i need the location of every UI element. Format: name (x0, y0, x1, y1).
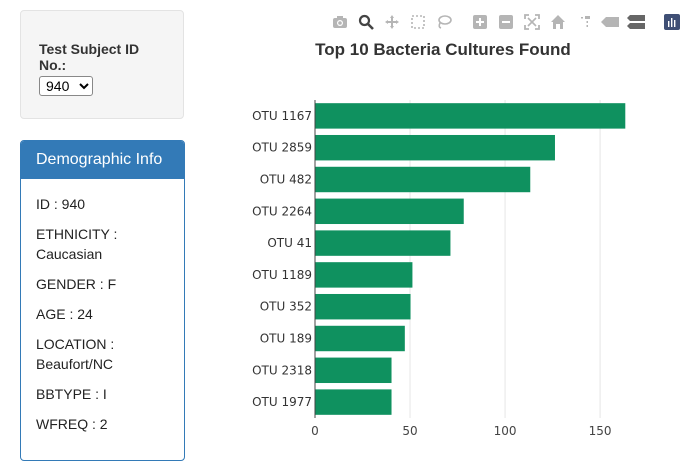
subject-id-select[interactable]: 940 (39, 76, 93, 96)
x-tick-label: 50 (402, 424, 417, 438)
spike-lines-icon[interactable] (574, 13, 593, 31)
demographic-age: AGE : 24 (36, 306, 93, 322)
zoom-out-icon[interactable] (496, 13, 515, 31)
bar-chart-svg: Top 10 Bacteria Cultures Found OTU 1167O… (252, 40, 626, 438)
bar-otu-41[interactable] (315, 230, 451, 256)
autoscale-icon[interactable] (522, 13, 541, 31)
hover-compare-icon[interactable] (626, 13, 645, 31)
bar-otu-1977[interactable] (315, 389, 392, 415)
bar-otu-2264[interactable] (315, 198, 464, 225)
y-tick-label: OTU 2859 (252, 141, 312, 155)
bar-otu-482[interactable] (315, 166, 531, 193)
y-tick-label: OTU 2318 (252, 363, 312, 377)
chart-title: Top 10 Bacteria Cultures Found (315, 40, 571, 59)
pan-icon[interactable] (382, 13, 401, 31)
y-tick-label: OTU 482 (260, 173, 312, 187)
y-tick-label: OTU 1189 (252, 268, 312, 282)
bar-otu-2859[interactable] (315, 134, 555, 161)
demographic-gender: GENDER : F (36, 276, 117, 292)
bar-otu-352[interactable] (315, 293, 411, 320)
demographic-info-panel: Demographic Info ID : 940 ETHNICITY : Ca… (20, 140, 185, 461)
plot-modebar (330, 12, 687, 32)
bar-otu-1167[interactable] (315, 103, 626, 129)
y-tick-label: OTU 1977 (252, 395, 312, 409)
demographic-info-title: Demographic Info (21, 141, 184, 179)
bar-otu-2318[interactable] (315, 357, 392, 384)
zoom-icon[interactable] (356, 13, 375, 31)
demographic-info-body: ID : 940 ETHNICITY : Caucasian GENDER : … (21, 179, 184, 434)
chart-bars (315, 103, 626, 415)
x-tick-label: 150 (589, 424, 612, 438)
demographic-bbtype: BBTYPE : I (36, 386, 107, 402)
bar-otu-1189[interactable] (315, 262, 413, 288)
bar-otu-189[interactable] (315, 325, 405, 352)
demographic-wfreq: WFREQ : 2 (36, 416, 108, 432)
lasso-select-icon[interactable] (434, 13, 453, 31)
chart-y-tick-labels: OTU 1167 OTU 2859 OTU 482 OTU 2264 OTU 41 OTU… (252, 109, 312, 409)
y-tick-label: OTU 352 (260, 300, 312, 314)
plotly-logo-icon[interactable] (662, 13, 681, 31)
hover-closest-icon[interactable] (600, 13, 619, 31)
box-select-icon[interactable] (408, 13, 427, 31)
zoom-in-icon[interactable] (470, 13, 489, 31)
y-tick-label: OTU 189 (260, 332, 312, 346)
subject-selector-well: Test Subject ID No.: 940 (20, 10, 184, 119)
x-tick-label: 100 (494, 424, 517, 438)
x-tick-label: 0 (311, 424, 319, 438)
reset-axes-icon[interactable] (548, 13, 567, 31)
subject-selector-label: Test Subject ID No.: (39, 41, 140, 73)
y-tick-label: OTU 2264 (252, 204, 312, 218)
y-tick-label: OTU 41 (267, 236, 312, 250)
y-tick-label: OTU 1167 (252, 109, 312, 123)
demographic-location: LOCATION : Beaufort/NC (36, 336, 115, 372)
camera-icon[interactable] (330, 13, 349, 31)
demographic-id: ID : 940 (36, 196, 86, 212)
bar-chart-area: Top 10 Bacteria Cultures Found OTU 1167 O… (240, 0, 687, 468)
chart-x-tick-labels: 0 50 100 150 (311, 424, 611, 438)
demographic-ethnicity: ETHNICITY : Caucasian (36, 226, 118, 262)
